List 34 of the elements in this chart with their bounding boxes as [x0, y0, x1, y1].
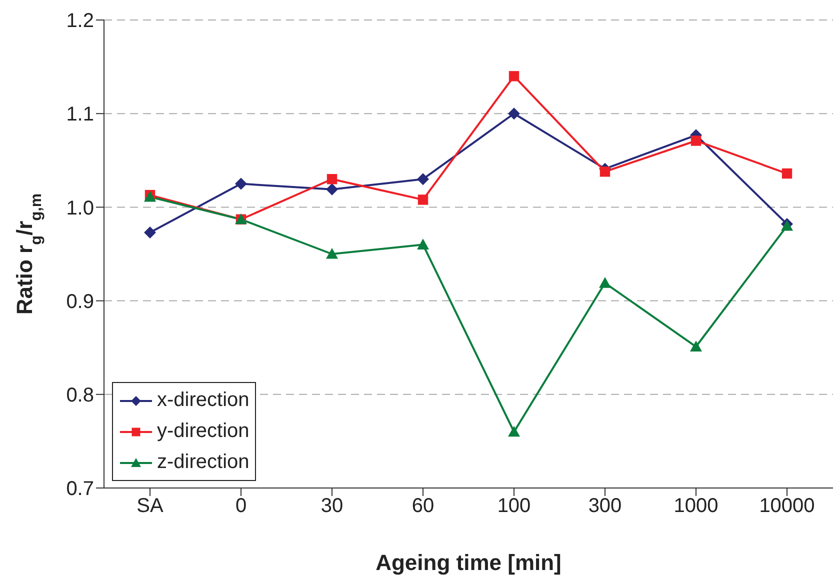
x-axis-title: Ageing time [min] — [376, 550, 562, 575]
x-tick-label: SA — [136, 495, 164, 518]
point — [782, 168, 792, 179]
point — [690, 136, 702, 146]
legend-label: y-direction — [157, 419, 250, 444]
x-tick-label: 300 — [588, 495, 622, 518]
y-tick-label: 1.0 — [66, 197, 94, 220]
x-tick-label: 10000 — [759, 495, 815, 518]
point — [326, 174, 338, 184]
point — [508, 71, 520, 82]
point — [690, 340, 702, 352]
point — [508, 426, 520, 437]
point — [599, 277, 611, 288]
x-tick-label: 60 — [412, 495, 434, 518]
point — [508, 108, 520, 120]
point — [600, 166, 610, 177]
y-tick-label: 0.9 — [66, 290, 94, 313]
point — [417, 173, 429, 186]
x-tick-label: 0 — [235, 495, 247, 518]
point — [326, 183, 338, 196]
y-tick-label: 0.7 — [66, 478, 94, 500]
x-tick-label: 100 — [497, 495, 531, 518]
point — [417, 238, 429, 250]
y-tick-label: 1.2 — [66, 10, 94, 32]
point — [144, 226, 156, 238]
legend-label: z-direction — [157, 450, 250, 475]
legend-label: x-direction — [157, 388, 250, 413]
y-tick-label: 1.1 — [66, 104, 94, 126]
point — [235, 178, 247, 190]
y-tick-label: 0.8 — [66, 384, 94, 406]
point — [326, 248, 338, 259]
point — [418, 194, 428, 205]
x-tick-label: 30 — [320, 495, 344, 518]
x-tick-label: 1000 — [674, 495, 718, 518]
